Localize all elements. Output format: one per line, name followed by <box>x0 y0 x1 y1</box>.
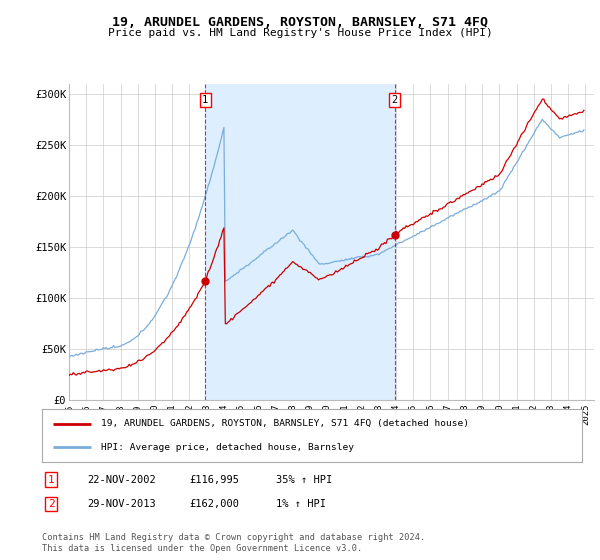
Text: 1% ↑ HPI: 1% ↑ HPI <box>276 499 326 509</box>
Bar <box>205 84 395 400</box>
Text: 35% ↑ HPI: 35% ↑ HPI <box>276 475 332 485</box>
Text: Price paid vs. HM Land Registry's House Price Index (HPI): Price paid vs. HM Land Registry's House … <box>107 28 493 38</box>
Text: 2: 2 <box>392 95 398 105</box>
Text: 1: 1 <box>47 475 55 485</box>
Text: £116,995: £116,995 <box>189 475 239 485</box>
Text: HPI: Average price, detached house, Barnsley: HPI: Average price, detached house, Barn… <box>101 442 355 451</box>
Text: 1: 1 <box>202 95 208 105</box>
Text: 19, ARUNDEL GARDENS, ROYSTON, BARNSLEY, S71 4FQ: 19, ARUNDEL GARDENS, ROYSTON, BARNSLEY, … <box>112 16 488 29</box>
Text: Contains HM Land Registry data © Crown copyright and database right 2024.
This d: Contains HM Land Registry data © Crown c… <box>42 533 425 553</box>
Text: 19, ARUNDEL GARDENS, ROYSTON, BARNSLEY, S71 4FQ (detached house): 19, ARUNDEL GARDENS, ROYSTON, BARNSLEY, … <box>101 419 469 428</box>
Text: £162,000: £162,000 <box>189 499 239 509</box>
Text: 2: 2 <box>47 499 55 509</box>
Text: 22-NOV-2002: 22-NOV-2002 <box>87 475 156 485</box>
Text: 29-NOV-2013: 29-NOV-2013 <box>87 499 156 509</box>
